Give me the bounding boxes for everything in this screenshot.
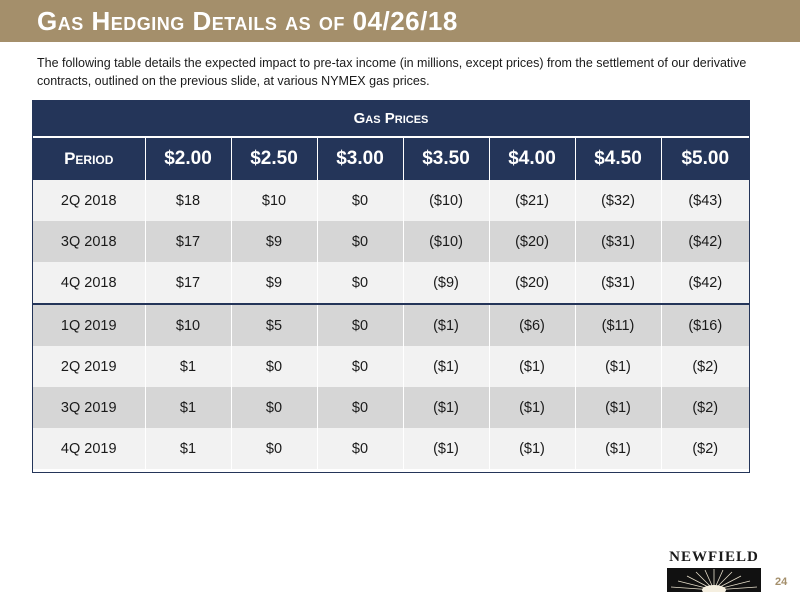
column-header-price: $3.50 [402, 137, 489, 180]
value-cell: ($32) [574, 180, 661, 221]
value-cell: ($1) [402, 303, 489, 346]
table-row: 4Q 2018 $17 $9 $0 ($9) ($20) ($31) ($42) [33, 262, 749, 304]
value-cell: ($1) [574, 428, 661, 469]
value-cell: ($2) [660, 428, 749, 469]
column-header-price: $4.50 [574, 137, 661, 180]
gas-hedging-table: Gas Prices Period $2.00 $2.50 $3.00 $3.5… [33, 101, 749, 469]
value-cell: $9 [230, 262, 317, 304]
table-row: 1Q 2019 $10 $5 $0 ($1) ($6) ($11) ($16) [33, 303, 749, 346]
value-cell: ($6) [488, 303, 575, 346]
value-cell: $0 [316, 180, 403, 221]
table-row: 2Q 2019 $1 $0 $0 ($1) ($1) ($1) ($2) [33, 346, 749, 387]
value-cell: ($1) [488, 428, 575, 469]
value-cell: $0 [316, 387, 403, 428]
value-cell: ($31) [574, 262, 661, 304]
value-cell: ($10) [402, 221, 489, 262]
value-cell: ($1) [402, 387, 489, 428]
value-cell: ($16) [660, 303, 749, 346]
period-cell: 4Q 2019 [33, 428, 145, 469]
period-cell: 3Q 2019 [33, 387, 145, 428]
value-cell: ($1) [488, 387, 575, 428]
value-cell: $17 [144, 221, 231, 262]
value-cell: ($43) [660, 180, 749, 221]
value-cell: $0 [316, 428, 403, 469]
table-row: 3Q 2019 $1 $0 $0 ($1) ($1) ($1) ($2) [33, 387, 749, 428]
value-cell: ($20) [488, 262, 575, 304]
value-cell: $0 [316, 346, 403, 387]
title-bar: Gas Hedging Details as of 04/26/18 [0, 0, 800, 42]
company-logo: NEWFIELD [664, 549, 764, 595]
value-cell: ($21) [488, 180, 575, 221]
value-cell: $10 [230, 180, 317, 221]
value-cell: $0 [316, 221, 403, 262]
value-cell: $0 [230, 346, 317, 387]
column-header-period: Period [33, 137, 145, 180]
gas-prices-header: Gas Prices [33, 101, 749, 138]
value-cell: ($9) [402, 262, 489, 304]
value-cell: $17 [144, 262, 231, 304]
value-cell: $0 [316, 262, 403, 304]
value-cell: ($1) [402, 346, 489, 387]
value-cell: ($42) [660, 262, 749, 304]
period-cell: 2Q 2019 [33, 346, 145, 387]
table-row: 2Q 2018 $18 $10 $0 ($10) ($21) ($32) ($4… [33, 180, 749, 221]
period-cell: 2Q 2018 [33, 180, 145, 221]
value-cell: ($1) [402, 428, 489, 469]
table-row: 3Q 2018 $17 $9 $0 ($10) ($20) ($31) ($42… [33, 221, 749, 262]
period-cell: 4Q 2018 [33, 262, 145, 304]
value-cell: $1 [144, 387, 231, 428]
value-cell: ($2) [660, 346, 749, 387]
value-cell: ($20) [488, 221, 575, 262]
value-cell: ($42) [660, 221, 749, 262]
period-cell: 1Q 2019 [33, 303, 145, 346]
value-cell: ($2) [660, 387, 749, 428]
value-cell: ($10) [402, 180, 489, 221]
table-row: 4Q 2019 $1 $0 $0 ($1) ($1) ($1) ($2) [33, 428, 749, 469]
period-cell: 3Q 2018 [33, 221, 145, 262]
intro-text: The following table details the expected… [37, 56, 747, 88]
page-number: 24 [775, 576, 788, 588]
value-cell: $0 [230, 428, 317, 469]
slide-title: Gas Hedging Details as of 04/26/18 [37, 6, 458, 36]
value-cell: $9 [230, 221, 317, 262]
value-cell: ($1) [574, 346, 661, 387]
value-cell: $5 [230, 303, 317, 346]
column-header-price: $3.00 [316, 137, 403, 180]
value-cell: $1 [144, 428, 231, 469]
column-header-price: $2.50 [230, 137, 317, 180]
sunburst-logo-icon [667, 568, 761, 592]
value-cell: ($1) [488, 346, 575, 387]
value-cell: $18 [144, 180, 231, 221]
value-cell: $10 [144, 303, 231, 346]
logo-wordmark: NEWFIELD [669, 549, 759, 565]
value-cell: $0 [230, 387, 317, 428]
value-cell: $1 [144, 346, 231, 387]
column-header-price: $2.00 [144, 137, 231, 180]
value-cell: ($31) [574, 221, 661, 262]
column-header-price: $4.00 [488, 137, 575, 180]
value-cell: ($1) [574, 387, 661, 428]
column-header-price: $5.00 [660, 137, 749, 180]
value-cell: ($11) [574, 303, 661, 346]
value-cell: $0 [316, 303, 403, 346]
